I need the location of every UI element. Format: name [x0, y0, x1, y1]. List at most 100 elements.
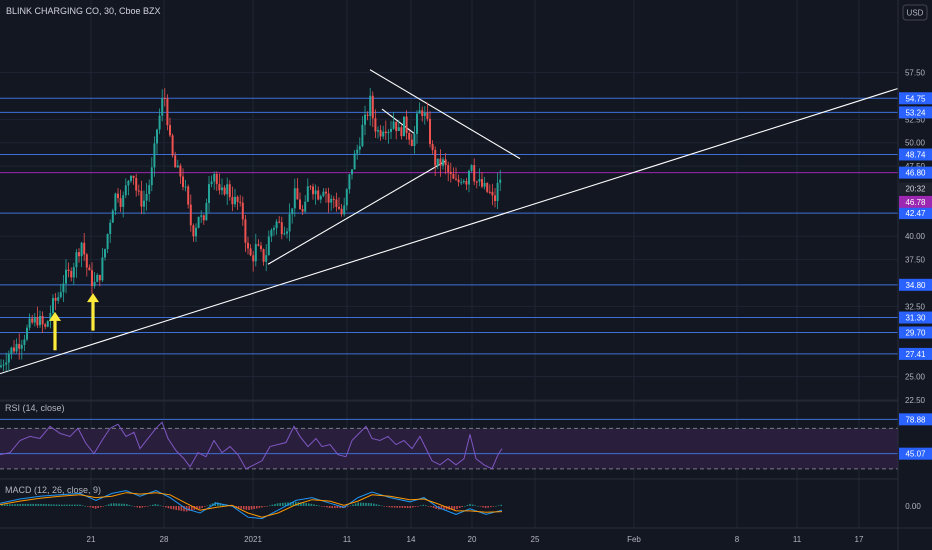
candle-body-32 [83, 242, 86, 255]
candle-body-172 [447, 165, 450, 173]
trendline-0[interactable] [0, 87, 899, 375]
candle-body-78 [202, 215, 205, 221]
macd-histogram-bar-126 [328, 506, 331, 509]
macd-histogram-bar-10 [27, 503, 29, 506]
time-axis[interactable]: 21 28 2021 11 14 20 25 Feb 8 11 17 [87, 535, 864, 544]
macd-histogram-bar-77 [201, 506, 203, 508]
trendline-2[interactable] [267, 160, 446, 265]
candle-body-112 [291, 208, 294, 215]
candle-body-116 [301, 209, 304, 212]
macd-histogram-bar-123 [321, 506, 323, 507]
trendline-3[interactable] [381, 108, 415, 134]
macd-histogram-bar-118 [308, 503, 310, 506]
candle-body-16 [41, 315, 44, 325]
candle-body-53 [137, 190, 140, 192]
bid-price-badge-bg [899, 195, 932, 208]
macd-histogram-bar-139 [362, 502, 365, 506]
candle-body-144 [374, 118, 377, 132]
candle-body-118 [306, 186, 309, 202]
macd-histogram-bar-31 [81, 505, 84, 506]
time-tick-7: Feb [627, 535, 641, 544]
price-axis[interactable] [898, 0, 932, 550]
yellow-arrow-1[interactable] [87, 293, 99, 331]
candle-body-164 [426, 112, 429, 119]
macd-histogram-bar-190 [495, 505, 497, 507]
macd-histogram-bar-134 [349, 505, 352, 507]
candle-body-101 [262, 249, 265, 262]
candle-body-73 [189, 204, 192, 226]
candle-body-176 [457, 179, 460, 183]
candle-body-17 [44, 324, 47, 327]
macd-histogram-bar-192 [500, 504, 502, 506]
macd-histogram-bar-186 [484, 506, 487, 508]
macd-histogram-bar-129 [336, 506, 339, 509]
trendline-1[interactable] [369, 69, 521, 160]
time-tick-3: 11 [343, 535, 352, 544]
time-tick-5: 20 [468, 535, 477, 544]
macd-histogram-bar-137 [357, 502, 359, 506]
candle-body-146 [379, 130, 382, 137]
macd-histogram-bar-50 [131, 505, 133, 507]
macd-histogram-bar-154 [401, 506, 404, 508]
macd-histogram-bar-6 [16, 503, 19, 506]
candle-body-80 [208, 184, 210, 203]
macd-histogram-bar-56 [146, 506, 149, 507]
macd-histogram-bar-156 [406, 506, 409, 509]
macd-histogram-bar-18 [48, 504, 50, 506]
rsi-title[interactable]: RSI (14, close) [5, 403, 65, 413]
macd-histogram-bar-57 [149, 505, 151, 507]
candle-body-26 [67, 269, 70, 271]
candle-body-110 [286, 231, 288, 234]
macd-histogram-bar-162 [422, 504, 424, 506]
macd-histogram-bar-37 [97, 506, 99, 509]
candle-body-62 [161, 98, 164, 116]
macd-histogram-bar-135 [352, 504, 354, 506]
level-badge-1-bg [899, 106, 932, 119]
candle-body-157 [408, 132, 411, 140]
macd-histogram-bar-26 [68, 504, 71, 506]
macd-histogram-bar-180 [469, 503, 471, 506]
macd-signal-line [0, 492, 503, 518]
macd-histogram-bar-95 [248, 506, 250, 510]
candle-body-99 [257, 244, 260, 246]
candle-body-159 [413, 133, 416, 146]
macd-histogram-bar-143 [373, 503, 375, 506]
candles [0, 87, 502, 372]
arrow-annotations[interactable] [49, 293, 99, 351]
macd-histogram-bar-20 [53, 504, 55, 506]
candle-body-77 [200, 215, 203, 217]
macd-histogram-bar-25 [66, 504, 68, 506]
candle-body-5 [13, 347, 15, 352]
currency-label: USD [907, 9, 924, 18]
macd-histogram-bar-51 [133, 506, 136, 507]
trendlines[interactable] [0, 69, 899, 375]
macd-histogram-bar-73 [191, 506, 193, 511]
macd-histogram-bar-5 [14, 504, 16, 506]
candle-body-95 [247, 242, 249, 249]
macd-histogram-bar-24 [63, 504, 66, 506]
macd-histogram-bar-177 [461, 506, 463, 508]
time-tick-4: 14 [407, 535, 416, 544]
currency-button[interactable] [902, 4, 928, 21]
yellow-arrow-0[interactable] [49, 311, 61, 351]
macd-histogram-bar-100 [261, 506, 263, 508]
candle-body-188 [488, 191, 491, 193]
symbol-title[interactable]: BLINK CHARGING CO, 30, Cboe BZX [6, 6, 161, 16]
macd-histogram-bar-1 [3, 504, 6, 506]
macd-title[interactable]: MACD (12, 26, close, 9) [5, 485, 101, 495]
horizontal-levels[interactable] [0, 97, 898, 455]
candle-body-168 [436, 158, 439, 166]
level-badge-2: 48.74 [905, 150, 926, 159]
candle-body-60 [156, 129, 158, 144]
macd-histogram-bar-105 [274, 503, 276, 506]
candle-body-9 [23, 339, 26, 345]
candle-body-183 [475, 181, 478, 183]
candle-body-131 [340, 208, 343, 215]
candle-body-42 [109, 222, 112, 235]
candle-body-14 [36, 317, 39, 326]
macd-histogram-bar-157 [409, 506, 411, 509]
macd-histogram-bar-161 [419, 505, 422, 507]
candle-body-12 [31, 318, 34, 323]
macd-histogram-bar-130 [339, 506, 341, 509]
